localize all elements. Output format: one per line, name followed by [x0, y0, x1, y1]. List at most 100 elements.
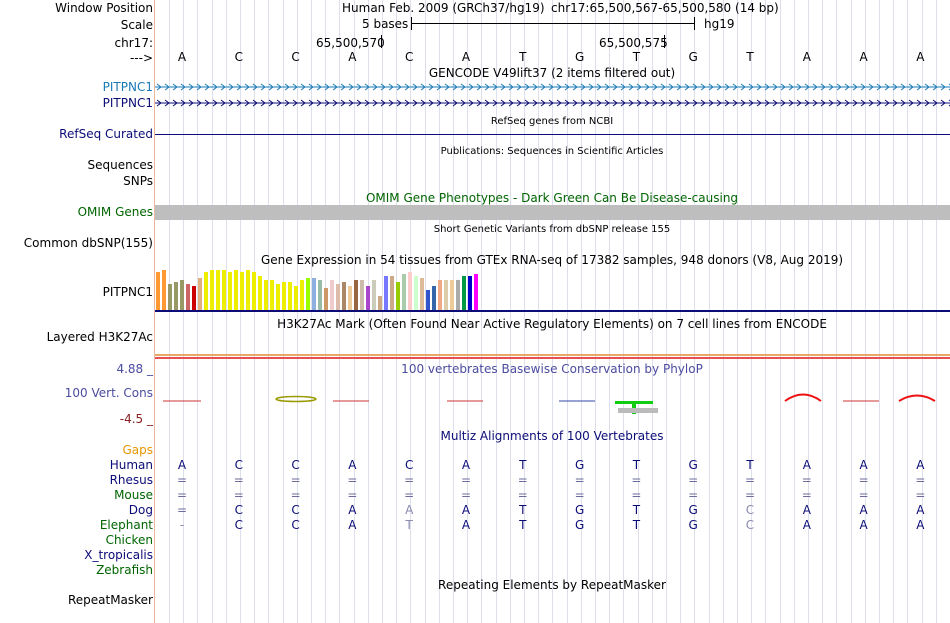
gtex-tissue-bar[interactable]	[312, 278, 316, 310]
repeatmasker-title[interactable]: Repeating Elements by RepeatMasker	[438, 578, 666, 592]
publications-sequences-label[interactable]: Sequences	[87, 158, 153, 172]
gtex-tissue-bar[interactable]	[474, 274, 478, 310]
refseq-label[interactable]: RefSeq Curated	[59, 127, 153, 141]
gtex-tissue-bar[interactable]	[330, 280, 334, 310]
gaps-label[interactable]: Gaps	[122, 443, 153, 457]
h3k27ac-title[interactable]: H3K27Ac Mark (Often Found Near Active Re…	[277, 317, 827, 331]
alignment-base: T	[632, 503, 641, 517]
gtex-tissue-bar[interactable]	[456, 280, 460, 310]
dbsnp-label[interactable]: Common dbSNP(155)	[23, 236, 153, 250]
gtex-tissue-bar[interactable]	[252, 272, 256, 310]
gtex-tissue-bar[interactable]	[342, 282, 346, 310]
gtex-tissue-bar[interactable]	[186, 284, 190, 310]
gtex-tissue-bar[interactable]	[336, 284, 340, 310]
species-label[interactable]: Dog	[128, 503, 153, 517]
gtex-title[interactable]: Gene Expression in 54 tissues from GTEx …	[260, 253, 844, 267]
gtex-tissue-bar[interactable]	[270, 280, 274, 310]
gtex-tissue-bar[interactable]	[282, 282, 286, 310]
gtex-tissue-bar[interactable]	[180, 280, 184, 310]
omim-feature-bar[interactable]	[155, 205, 950, 220]
gtex-tissue-bar[interactable]	[390, 276, 394, 310]
gtex-tissue-bar[interactable]	[276, 284, 280, 310]
refseq-title[interactable]: RefSeq genes from NCBI	[490, 116, 614, 127]
gtex-tissue-bar[interactable]	[348, 286, 352, 310]
gtex-tissue-bar[interactable]	[462, 276, 466, 310]
gtex-tissue-bar[interactable]	[264, 280, 268, 310]
species-label[interactable]: Chicken	[105, 533, 153, 547]
gtex-tissue-bar[interactable]	[294, 286, 298, 310]
publications-title[interactable]: Publications: Sequences in Scientific Ar…	[440, 146, 664, 157]
alignment-base: T	[519, 458, 527, 472]
strand-arrow	[532, 99, 538, 107]
gtex-tissue-bar[interactable]	[168, 284, 172, 310]
publications-snps-label[interactable]: SNPs	[123, 174, 153, 188]
phylop-label[interactable]: 100 Vert. Cons	[64, 386, 153, 400]
gtex-label[interactable]: PITPNC1	[102, 285, 153, 299]
species-label[interactable]: Rhesus	[109, 473, 153, 487]
gtex-tissue-bar[interactable]	[210, 270, 214, 310]
gtex-tissue-bar[interactable]	[222, 270, 226, 310]
gtex-tissue-bar[interactable]	[228, 272, 232, 310]
h3k27ac-signal-bottom[interactable]	[155, 357, 950, 359]
species-label[interactable]: Elephant	[99, 518, 153, 532]
gtex-tissue-bar[interactable]	[408, 272, 412, 310]
gtex-tissue-bar[interactable]	[174, 282, 178, 310]
gtex-tissue-bar[interactable]	[402, 274, 406, 310]
gtex-tissue-bar[interactable]	[378, 296, 382, 310]
gtex-tissue-bar[interactable]	[240, 272, 244, 310]
gencode-title[interactable]: GENCODE V49lift37 (2 items filtered out)	[428, 66, 676, 80]
gtex-tissue-bar[interactable]	[414, 276, 418, 310]
refseq-gene-line[interactable]	[155, 134, 950, 135]
omim-title[interactable]: OMIM Gene Phenotypes - Dark Green Can Be…	[365, 191, 739, 205]
alignment-base: C	[291, 458, 300, 472]
repeatmasker-label[interactable]: RepeatMasker	[67, 593, 153, 607]
dbsnp-title[interactable]: Short Genetic Variants from dbSNP releas…	[433, 224, 671, 235]
species-label[interactable]: Zebrafish	[96, 563, 153, 577]
gtex-tissue-bar[interactable]	[360, 280, 364, 310]
strand-arrow	[164, 99, 170, 107]
gtex-tissue-bar[interactable]	[234, 270, 238, 310]
gtex-tissue-bar[interactable]	[354, 280, 358, 310]
phylop-title[interactable]: 100 vertebrates Basewise Conservation by…	[401, 362, 703, 376]
gtex-tissue-bar[interactable]	[372, 280, 376, 310]
gtex-tissue-bar[interactable]	[366, 286, 370, 310]
omim-label[interactable]: OMIM Genes	[77, 205, 153, 219]
gtex-tissue-bar[interactable]	[300, 280, 304, 310]
gtex-tissue-bar[interactable]	[384, 276, 388, 310]
strand-arrow	[644, 99, 650, 107]
gtex-tissue-bar[interactable]	[318, 280, 322, 310]
gencode-item-label-2[interactable]: PITPNC1	[102, 96, 153, 110]
gencode-transcripts[interactable]	[155, 80, 950, 110]
gencode-item-label-1[interactable]: PITPNC1	[102, 80, 153, 94]
gtex-tissue-bar[interactable]	[396, 282, 400, 310]
gtex-tissue-bar[interactable]	[162, 270, 166, 310]
multiz-title[interactable]: Multiz Alignments of 100 Vertebrates	[440, 429, 664, 443]
gtex-tissue-bar[interactable]	[192, 286, 196, 310]
species-label[interactable]: Human	[109, 458, 153, 472]
gtex-tissue-bar[interactable]	[438, 280, 442, 310]
phylop-plot[interactable]	[155, 380, 950, 420]
gtex-tissue-bar[interactable]	[450, 280, 454, 310]
strand-arrow	[180, 99, 186, 107]
species-label[interactable]: Mouse	[114, 488, 153, 502]
h3k27ac-label[interactable]: Layered H3K27Ac	[46, 330, 153, 344]
alignment-base: G	[688, 458, 698, 472]
gtex-tissue-bar[interactable]	[258, 276, 262, 310]
species-label[interactable]: X_tropicalis	[84, 548, 153, 562]
gtex-tissue-bar[interactable]	[246, 270, 250, 310]
gtex-tissue-bar[interactable]	[432, 286, 436, 310]
gtex-tissue-bar[interactable]	[306, 278, 310, 310]
gtex-tissue-bar[interactable]	[324, 288, 328, 310]
gtex-tissue-bar[interactable]	[198, 278, 202, 310]
gtex-tissue-bar[interactable]	[420, 278, 424, 310]
gtex-tissue-bar[interactable]	[426, 290, 430, 310]
gtex-tissue-bar[interactable]	[444, 280, 448, 310]
gtex-tissue-bar[interactable]	[468, 276, 472, 310]
gtex-tissue-bar[interactable]	[156, 272, 160, 310]
gtex-tissue-bar[interactable]	[216, 270, 220, 310]
h3k27ac-signal-top[interactable]	[155, 354, 950, 356]
gtex-tissue-bar[interactable]	[288, 282, 292, 310]
gtex-expression-bars[interactable]	[155, 270, 555, 310]
gtex-tissue-bar[interactable]	[204, 272, 208, 310]
strand-arrow	[188, 83, 194, 91]
